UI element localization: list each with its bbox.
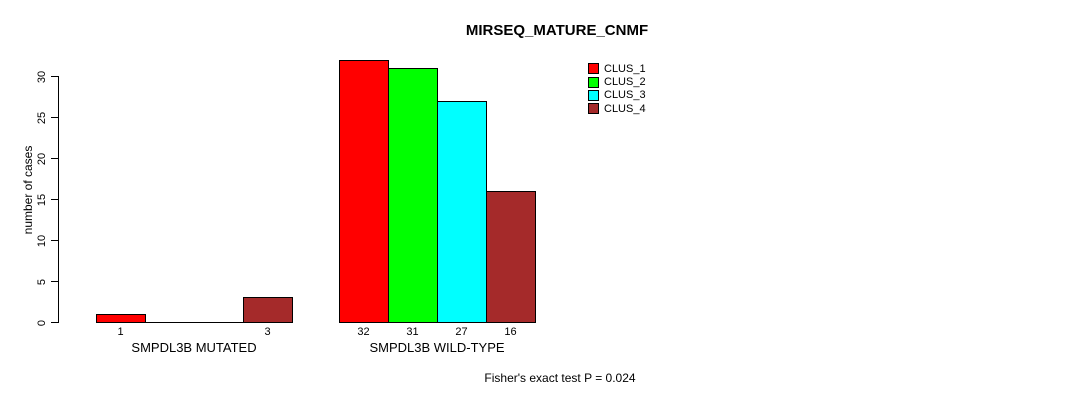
bar-clus_1-mutated [96, 314, 146, 323]
legend-item-clus_1: CLUS_1 [588, 62, 646, 75]
bar-clus_4-mutated [243, 297, 293, 323]
group-baseline [96, 322, 293, 323]
bar-value-label: 27 [455, 326, 468, 338]
legend-swatch-icon [588, 103, 599, 115]
bar-clus_1-wildtype [339, 60, 389, 323]
y-axis-tick [51, 281, 58, 282]
y-axis-tick [51, 158, 58, 159]
y-axis-tick-label: 10 [36, 234, 48, 247]
category-label: SMPDL3B WILD-TYPE [369, 340, 505, 355]
bar-value-label: 31 [406, 326, 419, 338]
bar-value-label: 3 [264, 326, 271, 338]
legend-swatch-icon [588, 76, 599, 88]
legend-item-clus_3: CLUS_3 [588, 89, 646, 102]
bar-clus_4-wildtype [486, 191, 536, 323]
legend-label: CLUS_4 [604, 102, 646, 115]
bar-clus_3-wildtype [437, 101, 487, 323]
y-axis-tick-label: 15 [36, 193, 48, 206]
legend: CLUS_1 CLUS_2 CLUS_3 CLUS_4 [588, 62, 646, 116]
fisher-test-footnote: Fisher's exact test P = 0.024 [484, 371, 636, 385]
y-axis-tick [51, 322, 58, 323]
y-axis-tick-label: 20 [36, 152, 48, 165]
bar-value-label: 1 [117, 326, 124, 338]
legend-swatch-icon [588, 89, 599, 101]
legend-label: CLUS_1 [604, 62, 646, 75]
legend-item-clus_4: CLUS_4 [588, 102, 646, 115]
legend-label: CLUS_2 [604, 76, 646, 89]
y-axis-title: number of cases [21, 145, 35, 235]
bar-value-label: 16 [504, 326, 517, 338]
y-axis-tick-label: 5 [36, 278, 48, 285]
y-axis-tick-label: 25 [36, 111, 48, 124]
legend-item-clus_2: CLUS_2 [588, 75, 646, 88]
y-axis-line [58, 76, 59, 323]
chart-title: MIRSEQ_MATURE_CNMF [465, 22, 649, 39]
y-axis-tick-label: 0 [36, 319, 48, 326]
y-axis-tick [51, 117, 58, 118]
bar-clus_2-wildtype [388, 68, 438, 323]
category-label: SMPDL3B MUTATED [131, 340, 257, 355]
bar-value-label: 32 [357, 326, 370, 338]
y-axis-tick [51, 199, 58, 200]
legend-label: CLUS_3 [604, 89, 646, 102]
y-axis-tick [51, 76, 58, 77]
legend-swatch-icon [588, 63, 599, 75]
y-axis-tick [51, 240, 58, 241]
y-axis-tick-label: 30 [36, 70, 48, 83]
